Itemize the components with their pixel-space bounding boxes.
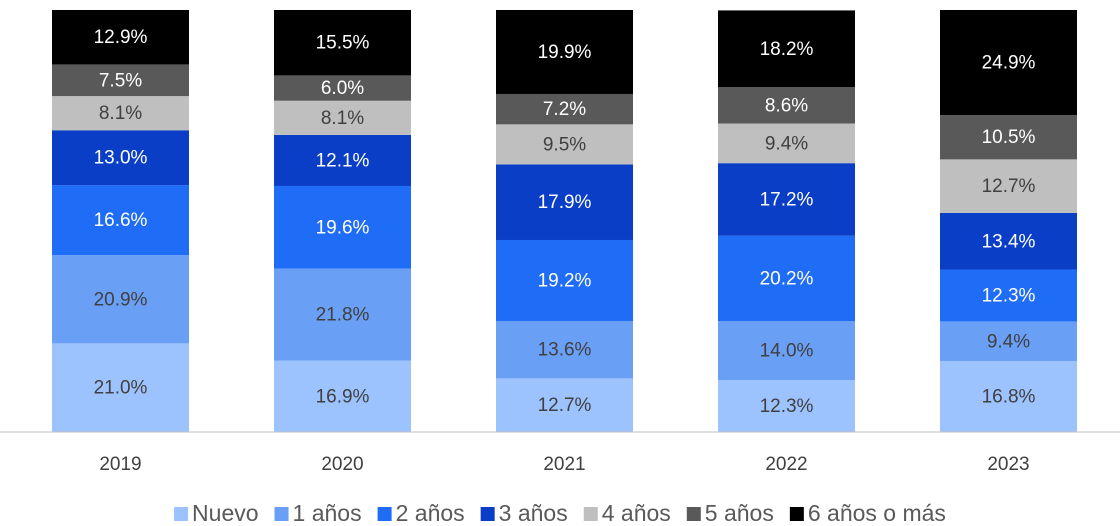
value-label: 7.2% xyxy=(543,99,586,120)
bar-segment xyxy=(496,164,633,240)
value-label: 13.4% xyxy=(982,231,1036,252)
bar-segment xyxy=(940,269,1077,322)
value-label: 9.4% xyxy=(987,331,1030,352)
value-label: 12.3% xyxy=(760,396,814,417)
bar-segment xyxy=(274,185,411,269)
bar-segment xyxy=(718,87,855,124)
value-label: 13.6% xyxy=(538,340,592,361)
bar-segment xyxy=(52,185,189,256)
value-label: 8.1% xyxy=(321,108,364,129)
bar-segment xyxy=(940,361,1077,432)
bar-segment xyxy=(52,96,189,131)
bar-segment xyxy=(496,321,633,379)
legend-label: 3 años xyxy=(499,500,568,526)
x-tick-label: 2022 xyxy=(765,454,807,475)
value-label: 19.2% xyxy=(538,271,592,292)
value-label: 20.2% xyxy=(760,268,814,289)
value-label: 12.9% xyxy=(94,27,148,48)
bar-segment xyxy=(718,235,855,322)
bar-segment xyxy=(274,75,411,101)
x-tick-label: 2021 xyxy=(543,454,585,475)
x-tick-label: 2023 xyxy=(987,454,1029,475)
bar-segment xyxy=(274,10,411,76)
bar-segment xyxy=(718,10,855,88)
bar-segment xyxy=(940,212,1077,270)
value-label: 8.1% xyxy=(99,103,142,124)
legend-label: 1 años xyxy=(293,500,362,526)
value-label: 15.5% xyxy=(316,33,370,54)
value-label: 12.3% xyxy=(982,285,1036,306)
bar-segment xyxy=(52,343,189,432)
value-label: 7.5% xyxy=(99,70,142,91)
legend-swatch xyxy=(686,507,701,521)
value-label: 12.1% xyxy=(316,150,370,171)
x-tick-label: 2019 xyxy=(99,454,141,475)
value-label: 9.5% xyxy=(543,134,586,155)
bar-segment xyxy=(274,100,411,135)
value-label: 21.8% xyxy=(316,305,370,326)
value-label: 13.0% xyxy=(94,148,148,169)
bar-segment xyxy=(274,360,411,432)
legend-label: Nuevo xyxy=(192,500,258,526)
bar-segment xyxy=(496,93,633,125)
bar-segment xyxy=(274,268,411,361)
bar-segment xyxy=(496,378,633,432)
legend-label: 5 años xyxy=(705,500,774,526)
bar-segment xyxy=(52,130,189,186)
x-tick-label: 2020 xyxy=(321,454,363,475)
legend-swatch xyxy=(480,507,495,521)
legend-swatch xyxy=(274,507,289,521)
value-label: 18.2% xyxy=(760,39,814,60)
legend-swatch xyxy=(583,507,598,521)
legend-label: 2 años xyxy=(396,500,465,526)
value-label: 19.9% xyxy=(538,42,592,63)
legend-swatch xyxy=(789,507,804,521)
value-label: 20.9% xyxy=(94,289,148,310)
legend-label: 6 años o más xyxy=(808,500,946,526)
bar-segment xyxy=(718,380,855,432)
bar-segment xyxy=(718,163,855,236)
bar-segment xyxy=(940,321,1077,362)
bar-segment xyxy=(496,124,633,165)
value-label: 16.9% xyxy=(316,386,370,407)
bar-segment xyxy=(52,64,189,97)
value-label: 8.6% xyxy=(765,95,808,116)
bar-segment xyxy=(496,239,633,322)
bar-segment xyxy=(940,10,1077,116)
value-label: 12.7% xyxy=(982,176,1036,197)
value-label: 19.6% xyxy=(316,217,370,238)
bar-segment xyxy=(718,123,855,164)
value-label: 14.0% xyxy=(760,341,814,362)
bar-segment xyxy=(52,255,189,344)
legend-swatch xyxy=(377,507,392,521)
bar-segment xyxy=(940,159,1077,213)
legend-swatch xyxy=(174,507,189,521)
value-label: 21.0% xyxy=(94,378,148,399)
value-label: 9.4% xyxy=(765,133,808,154)
value-label: 16.8% xyxy=(982,387,1036,408)
value-label: 17.9% xyxy=(538,192,592,213)
legend-label: 4 años xyxy=(602,500,671,526)
bar-segment xyxy=(718,321,855,381)
value-label: 6.0% xyxy=(321,78,364,99)
value-label: 10.5% xyxy=(982,127,1036,148)
bar-segment xyxy=(52,10,189,65)
value-label: 16.6% xyxy=(94,210,148,231)
value-label: 24.9% xyxy=(982,53,1036,74)
value-label: 17.2% xyxy=(760,189,814,210)
value-label: 12.7% xyxy=(538,395,592,416)
bar-segment xyxy=(274,134,411,186)
bar-segment xyxy=(940,115,1077,160)
bar-segment xyxy=(496,10,633,94)
